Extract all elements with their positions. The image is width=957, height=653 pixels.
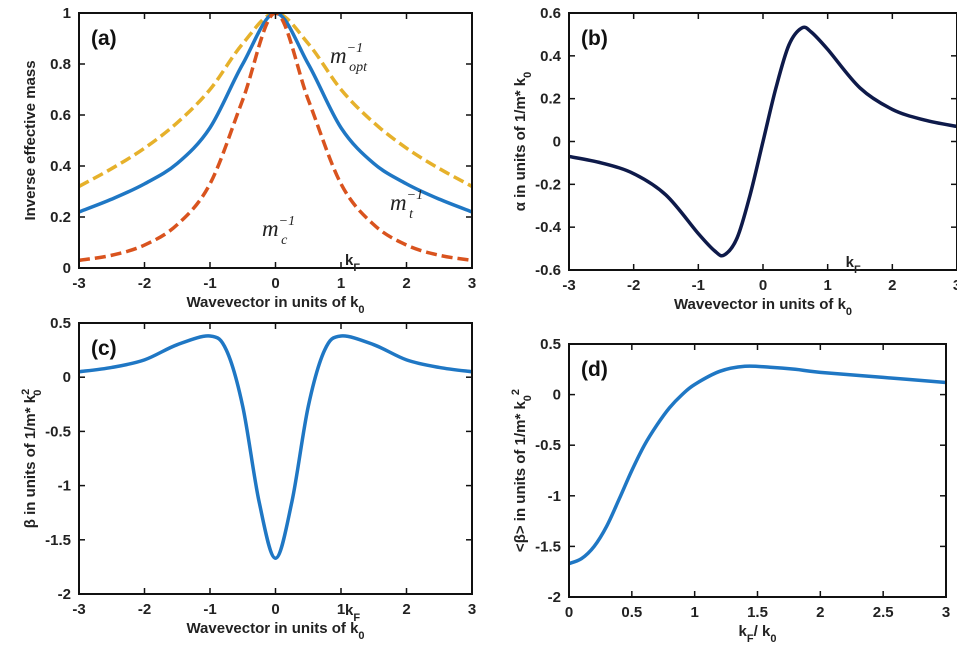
series-line-1 bbox=[569, 364, 946, 566]
panel-b: -3 -2 -1 0 1 2 3 -0.6 -0.4 -0.2 0 0.2 0.4 0.6 (b) Wavev… bbox=[512, 5, 957, 318]
x-tick-label: -3 bbox=[72, 275, 85, 292]
x-tick-label: 2 bbox=[816, 604, 824, 621]
x-tick-label: 2 bbox=[888, 277, 896, 294]
y-tick-label: 0.6 bbox=[50, 107, 71, 124]
y-axis-label: α in units of 1/m* k0 bbox=[512, 72, 534, 212]
y-tick-label: -1.5 bbox=[45, 532, 71, 549]
x-tick-label: 1 bbox=[337, 275, 345, 292]
y-tick-label: 1 bbox=[63, 5, 71, 22]
label-m-opt: m−1 opt bbox=[330, 41, 368, 75]
kf-label: kF bbox=[345, 252, 360, 274]
x-tick-label: -1 bbox=[692, 277, 705, 294]
x-tick-label: 2.5 bbox=[873, 604, 894, 621]
y-axis-label: β in units of 1/m* k20 bbox=[20, 389, 44, 528]
x-tick-label: 0 bbox=[565, 604, 573, 621]
panel-d: 0 0.5 1 1.5 2 2.5 3 -2 -1.5 -1 -0.5 0 0.5 (d) kF/ k0 <β… bbox=[510, 336, 950, 645]
series-line-1 bbox=[569, 25, 957, 258]
x-tick-label: 1.5 bbox=[747, 604, 768, 621]
y-tick-label: -2 bbox=[58, 586, 71, 603]
x-tick-label: 0 bbox=[271, 275, 279, 292]
x-tick-label: 0.5 bbox=[621, 604, 642, 621]
y-tick-label: -0.2 bbox=[535, 176, 561, 193]
kf-label: kF bbox=[846, 254, 861, 276]
panel-label: (c) bbox=[91, 337, 117, 360]
x-tick-label: -2 bbox=[138, 275, 151, 292]
panel-a: -3 -2 -1 0 1 2 3 0 0.2 0.4 0.6 0.8 1 (a) Wavevector in… bbox=[22, 5, 476, 316]
y-tick-label: 0.8 bbox=[50, 56, 71, 73]
x-tick-label: -2 bbox=[138, 601, 151, 618]
panel-label: (b) bbox=[581, 27, 608, 50]
y-tick-label: 0.5 bbox=[50, 315, 71, 332]
series-line-3 bbox=[79, 13, 472, 263]
series-line-1 bbox=[79, 334, 472, 560]
y-tick-label: 0.5 bbox=[540, 336, 561, 353]
y-tick-label: 0.2 bbox=[540, 91, 561, 108]
x-tick-label: 3 bbox=[468, 601, 476, 618]
panel-label: (d) bbox=[581, 358, 608, 381]
panel-label: (a) bbox=[91, 27, 117, 50]
y-tick-label: 0.2 bbox=[50, 209, 71, 226]
x-axis-label: Wavevector in units of k0 bbox=[674, 296, 852, 318]
kf-label: kF bbox=[345, 602, 360, 624]
y-tick-label: -0.5 bbox=[535, 437, 561, 454]
x-tick-label: 2 bbox=[402, 601, 410, 618]
y-tick-label: 0 bbox=[553, 387, 561, 404]
y-axis-label: Inverse effective mass bbox=[22, 60, 39, 220]
x-tick-label: 3 bbox=[942, 604, 950, 621]
x-tick-label: 1 bbox=[823, 277, 831, 294]
x-tick-label: -2 bbox=[627, 277, 640, 294]
axes-frame bbox=[568, 343, 947, 598]
y-tick-label: -0.4 bbox=[535, 219, 562, 236]
label-m-t: m−1 t bbox=[390, 188, 423, 222]
y-tick-label: -0.5 bbox=[45, 423, 71, 440]
x-tick-label: 1 bbox=[690, 604, 698, 621]
x-tick-label: -1 bbox=[203, 275, 216, 292]
x-axis-label: kF/ k0 bbox=[739, 623, 777, 645]
label-m-c: m−1 c bbox=[262, 214, 295, 248]
x-tick-label: 1 bbox=[337, 601, 345, 618]
y-tick-label: 0 bbox=[63, 369, 71, 386]
y-tick-label: 0.4 bbox=[50, 158, 72, 175]
y-tick-label: 0.6 bbox=[540, 5, 561, 22]
y-tick-label: 0 bbox=[553, 134, 561, 151]
x-axis-label: Wavevector in units of k0 bbox=[186, 620, 364, 642]
x-tick-label: 3 bbox=[468, 275, 476, 292]
x-tick-label: -3 bbox=[562, 277, 575, 294]
series-line-1 bbox=[79, 13, 472, 188]
series-line-2 bbox=[79, 13, 472, 214]
panel-c: -3 -2 -1 0 1 2 3-2-1.5-1-0.500.5(c)Wavevector … bbox=[20, 315, 476, 642]
y-tick-label: -1 bbox=[548, 488, 561, 505]
x-axis-label: Wavevector in units of k0 bbox=[186, 294, 364, 316]
x-tick-label: -1 bbox=[203, 601, 216, 618]
y-tick-label: -1.5 bbox=[535, 538, 561, 555]
x-tick-label: 3 bbox=[953, 277, 957, 294]
x-tick-label: 0 bbox=[759, 277, 767, 294]
y-tick-label: 0 bbox=[63, 260, 71, 277]
y-axis-label: <β> in units of 1/m* k02 bbox=[510, 389, 534, 552]
x-tick-label: -3 bbox=[72, 601, 85, 618]
y-tick-label: -2 bbox=[548, 589, 561, 606]
y-tick-label: -1 bbox=[58, 478, 71, 495]
x-tick-label: 0 bbox=[271, 601, 279, 618]
y-tick-label: 0.4 bbox=[540, 48, 562, 65]
y-tick-label: -0.6 bbox=[535, 262, 561, 279]
x-tick-label: 2 bbox=[402, 275, 410, 292]
